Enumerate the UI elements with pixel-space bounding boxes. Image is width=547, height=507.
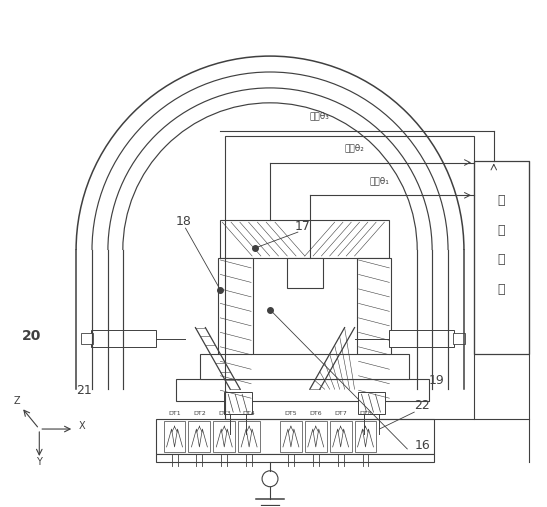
- Bar: [358, 392, 386, 414]
- Text: DT4: DT4: [243, 411, 255, 416]
- Bar: [213, 421, 235, 452]
- Bar: [176, 379, 429, 401]
- Text: 16: 16: [414, 439, 430, 452]
- Text: 制: 制: [497, 224, 505, 237]
- Text: DT5: DT5: [284, 411, 297, 416]
- Bar: [357, 258, 391, 392]
- Text: 18: 18: [176, 215, 191, 228]
- Bar: [81, 333, 93, 344]
- Bar: [280, 421, 302, 452]
- Text: 22: 22: [414, 399, 430, 412]
- Text: 角度θ₂: 角度θ₂: [345, 143, 364, 153]
- Bar: [189, 421, 211, 452]
- Bar: [218, 258, 253, 392]
- Text: 21: 21: [76, 384, 92, 397]
- Bar: [164, 421, 185, 452]
- Text: 17: 17: [295, 220, 311, 233]
- Text: Y: Y: [36, 457, 42, 467]
- Text: Z: Z: [14, 396, 21, 406]
- Bar: [224, 392, 252, 414]
- Bar: [354, 421, 376, 452]
- Text: DT6: DT6: [310, 411, 322, 416]
- Text: DT3: DT3: [218, 411, 231, 416]
- Bar: [91, 330, 156, 347]
- Text: 19: 19: [429, 374, 445, 387]
- Bar: [305, 421, 327, 452]
- Bar: [453, 333, 465, 344]
- Text: X: X: [79, 421, 86, 431]
- Bar: [200, 354, 409, 379]
- Bar: [225, 136, 474, 419]
- Text: 控: 控: [497, 194, 505, 207]
- Bar: [156, 419, 434, 454]
- Bar: [356, 434, 387, 449]
- Bar: [222, 434, 254, 449]
- Text: DT8: DT8: [359, 411, 372, 416]
- Bar: [389, 330, 454, 347]
- Text: DT7: DT7: [334, 411, 347, 416]
- Text: 信: 信: [497, 254, 505, 267]
- Bar: [238, 421, 260, 452]
- Bar: [330, 421, 352, 452]
- Text: 號: 號: [497, 283, 505, 296]
- Bar: [474, 161, 528, 354]
- Text: 20: 20: [21, 329, 41, 343]
- Bar: [220, 220, 389, 258]
- Text: DT2: DT2: [193, 411, 206, 416]
- Bar: [287, 258, 323, 288]
- Text: 角度θ₁: 角度θ₁: [369, 176, 389, 186]
- Text: 角度θ₃: 角度θ₃: [310, 112, 330, 121]
- Bar: [156, 454, 434, 462]
- Text: DT1: DT1: [168, 411, 181, 416]
